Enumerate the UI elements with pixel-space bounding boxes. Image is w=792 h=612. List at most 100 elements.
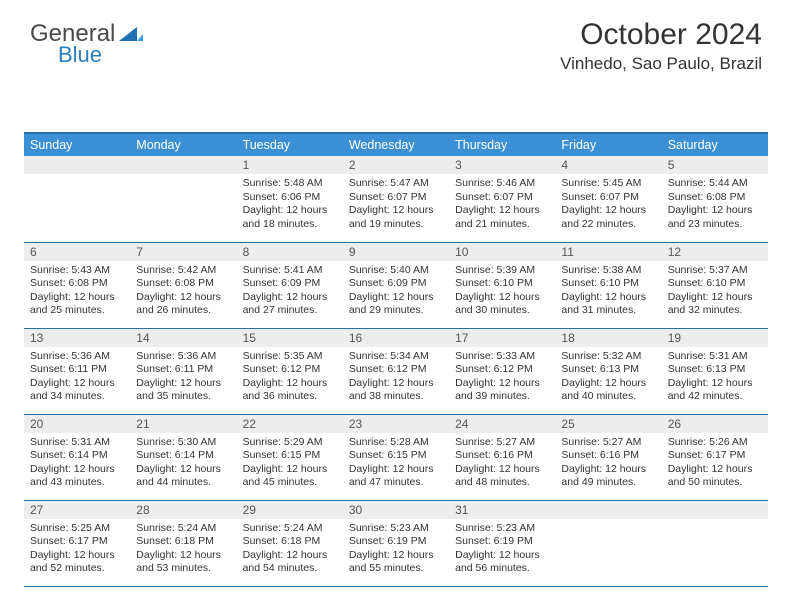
calendar-cell: 16Sunrise: 5:34 AMSunset: 6:12 PMDayligh…: [343, 328, 449, 414]
calendar-cell: 7Sunrise: 5:42 AMSunset: 6:08 PMDaylight…: [130, 242, 236, 328]
sunrise-line: Sunrise: 5:35 AM: [243, 350, 337, 364]
calendar-cell: 14Sunrise: 5:36 AMSunset: 6:11 PMDayligh…: [130, 328, 236, 414]
sunset-line: Sunset: 6:08 PM: [30, 277, 124, 291]
sunrise-line: Sunrise: 5:36 AM: [136, 350, 230, 364]
daylight-line2: and 34 minutes.: [30, 390, 124, 404]
day-body: Sunrise: 5:41 AMSunset: 6:09 PMDaylight:…: [237, 261, 343, 323]
day-number: 15: [237, 329, 343, 347]
day-number-empty: [555, 501, 661, 519]
calendar-cell: 29Sunrise: 5:24 AMSunset: 6:18 PMDayligh…: [237, 500, 343, 586]
calendar-cell: 10Sunrise: 5:39 AMSunset: 6:10 PMDayligh…: [449, 242, 555, 328]
calendar-cell: 9Sunrise: 5:40 AMSunset: 6:09 PMDaylight…: [343, 242, 449, 328]
daylight-line2: and 50 minutes.: [668, 476, 762, 490]
calendar-cell: 13Sunrise: 5:36 AMSunset: 6:11 PMDayligh…: [24, 328, 130, 414]
day-body: Sunrise: 5:40 AMSunset: 6:09 PMDaylight:…: [343, 261, 449, 323]
sunset-line: Sunset: 6:19 PM: [455, 535, 549, 549]
daylight-line1: Daylight: 12 hours: [243, 204, 337, 218]
day-number: 7: [130, 243, 236, 261]
daylight-line1: Daylight: 12 hours: [455, 291, 549, 305]
day-number: 3: [449, 156, 555, 174]
daylight-line1: Daylight: 12 hours: [455, 204, 549, 218]
day-number: 14: [130, 329, 236, 347]
day-number: 22: [237, 415, 343, 433]
sunrise-line: Sunrise: 5:46 AM: [455, 177, 549, 191]
calendar-cell: [662, 500, 768, 586]
sunrise-line: Sunrise: 5:31 AM: [668, 350, 762, 364]
day-body: Sunrise: 5:35 AMSunset: 6:12 PMDaylight:…: [237, 347, 343, 409]
daylight-line2: and 35 minutes.: [136, 390, 230, 404]
day-body: Sunrise: 5:25 AMSunset: 6:17 PMDaylight:…: [24, 519, 130, 581]
sunrise-line: Sunrise: 5:27 AM: [561, 436, 655, 450]
daylight-line2: and 39 minutes.: [455, 390, 549, 404]
day-body: Sunrise: 5:34 AMSunset: 6:12 PMDaylight:…: [343, 347, 449, 409]
sunset-line: Sunset: 6:10 PM: [455, 277, 549, 291]
daylight-line2: and 22 minutes.: [561, 218, 655, 232]
calendar-cell: 30Sunrise: 5:23 AMSunset: 6:19 PMDayligh…: [343, 500, 449, 586]
daylight-line1: Daylight: 12 hours: [243, 463, 337, 477]
sunrise-line: Sunrise: 5:33 AM: [455, 350, 549, 364]
sunset-line: Sunset: 6:17 PM: [668, 449, 762, 463]
sunrise-line: Sunrise: 5:29 AM: [243, 436, 337, 450]
sunset-line: Sunset: 6:13 PM: [668, 363, 762, 377]
daylight-line2: and 38 minutes.: [349, 390, 443, 404]
daylight-line2: and 55 minutes.: [349, 562, 443, 576]
calendar-cell: [555, 500, 661, 586]
day-number: 29: [237, 501, 343, 519]
sunrise-line: Sunrise: 5:30 AM: [136, 436, 230, 450]
sunrise-line: Sunrise: 5:24 AM: [136, 522, 230, 536]
day-number: 16: [343, 329, 449, 347]
calendar-cell: 26Sunrise: 5:26 AMSunset: 6:17 PMDayligh…: [662, 414, 768, 500]
calendar-cell: 15Sunrise: 5:35 AMSunset: 6:12 PMDayligh…: [237, 328, 343, 414]
day-number-empty: [662, 501, 768, 519]
day-number-empty: [24, 156, 130, 174]
day-number: 26: [662, 415, 768, 433]
weekday-header: Thursday: [449, 133, 555, 156]
daylight-line1: Daylight: 12 hours: [136, 291, 230, 305]
sunrise-line: Sunrise: 5:23 AM: [349, 522, 443, 536]
sunset-line: Sunset: 6:06 PM: [243, 191, 337, 205]
daylight-line1: Daylight: 12 hours: [349, 291, 443, 305]
daylight-line1: Daylight: 12 hours: [561, 377, 655, 391]
day-number: 12: [662, 243, 768, 261]
daylight-line2: and 23 minutes.: [668, 218, 762, 232]
day-number: 30: [343, 501, 449, 519]
day-number: 4: [555, 156, 661, 174]
sunset-line: Sunset: 6:09 PM: [243, 277, 337, 291]
sunrise-line: Sunrise: 5:38 AM: [561, 264, 655, 278]
day-body: Sunrise: 5:31 AMSunset: 6:13 PMDaylight:…: [662, 347, 768, 409]
sunset-line: Sunset: 6:14 PM: [30, 449, 124, 463]
daylight-line2: and 44 minutes.: [136, 476, 230, 490]
sunset-line: Sunset: 6:08 PM: [668, 191, 762, 205]
sunset-line: Sunset: 6:19 PM: [349, 535, 443, 549]
sunset-line: Sunset: 6:18 PM: [243, 535, 337, 549]
day-body: Sunrise: 5:39 AMSunset: 6:10 PMDaylight:…: [449, 261, 555, 323]
daylight-line2: and 54 minutes.: [243, 562, 337, 576]
sunset-line: Sunset: 6:08 PM: [136, 277, 230, 291]
daylight-line1: Daylight: 12 hours: [668, 204, 762, 218]
sunset-line: Sunset: 6:15 PM: [349, 449, 443, 463]
logo-triangle-icon: [119, 22, 143, 46]
calendar-cell: 6Sunrise: 5:43 AMSunset: 6:08 PMDaylight…: [24, 242, 130, 328]
daylight-line1: Daylight: 12 hours: [349, 377, 443, 391]
daylight-line1: Daylight: 12 hours: [668, 291, 762, 305]
day-number: 9: [343, 243, 449, 261]
daylight-line1: Daylight: 12 hours: [561, 291, 655, 305]
calendar-cell: 22Sunrise: 5:29 AMSunset: 6:15 PMDayligh…: [237, 414, 343, 500]
weekday-header: Friday: [555, 133, 661, 156]
logo-line2: Blue: [58, 44, 102, 66]
sunrise-line: Sunrise: 5:27 AM: [455, 436, 549, 450]
daylight-line1: Daylight: 12 hours: [455, 549, 549, 563]
daylight-line1: Daylight: 12 hours: [243, 549, 337, 563]
sunrise-line: Sunrise: 5:40 AM: [349, 264, 443, 278]
day-body: Sunrise: 5:37 AMSunset: 6:10 PMDaylight:…: [662, 261, 768, 323]
day-number: 17: [449, 329, 555, 347]
day-body: Sunrise: 5:26 AMSunset: 6:17 PMDaylight:…: [662, 433, 768, 495]
sunrise-line: Sunrise: 5:43 AM: [30, 264, 124, 278]
day-number: 1: [237, 156, 343, 174]
sunset-line: Sunset: 6:07 PM: [455, 191, 549, 205]
calendar-cell: 11Sunrise: 5:38 AMSunset: 6:10 PMDayligh…: [555, 242, 661, 328]
daylight-line2: and 32 minutes.: [668, 304, 762, 318]
calendar-cell: 1Sunrise: 5:48 AMSunset: 6:06 PMDaylight…: [237, 156, 343, 242]
sunset-line: Sunset: 6:13 PM: [561, 363, 655, 377]
day-body: Sunrise: 5:48 AMSunset: 6:06 PMDaylight:…: [237, 174, 343, 236]
